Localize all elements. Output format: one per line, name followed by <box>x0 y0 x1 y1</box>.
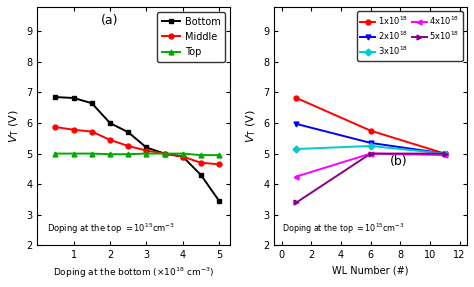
3x10$^{18}$ <box>368 144 374 148</box>
Bottom <box>125 131 131 134</box>
Top <box>89 152 95 155</box>
Y-axis label: $V_{\rm T}$ (V): $V_{\rm T}$ (V) <box>7 109 20 143</box>
Text: (a): (a) <box>101 14 118 27</box>
Text: (b): (b) <box>390 155 408 168</box>
Bottom <box>180 155 186 158</box>
Top <box>216 153 222 157</box>
Line: 2x10$^{18}$: 2x10$^{18}$ <box>294 121 447 156</box>
Line: Middle: Middle <box>53 125 221 167</box>
Middle <box>107 138 113 141</box>
5x10$^{18}$ <box>293 201 299 204</box>
Bottom <box>107 121 113 125</box>
X-axis label: WL Number (#): WL Number (#) <box>332 266 409 276</box>
Top <box>198 153 204 157</box>
4x10$^{18}$ <box>368 152 374 155</box>
5x10$^{18}$ <box>368 152 374 155</box>
Middle <box>180 155 186 158</box>
Top <box>180 152 186 155</box>
Middle <box>53 125 58 129</box>
Middle <box>162 152 167 155</box>
Middle <box>216 162 222 166</box>
Text: Doping at the top $= 10^{15}$cm$^{-3}$: Doping at the top $= 10^{15}$cm$^{-3}$ <box>282 221 404 236</box>
Top <box>144 152 149 155</box>
Text: Doping at the top $=10^{15}$cm$^{-3}$: Doping at the top $=10^{15}$cm$^{-3}$ <box>47 221 175 236</box>
Top <box>53 152 58 155</box>
Middle <box>125 144 131 148</box>
Bottom <box>162 152 167 155</box>
Bottom <box>89 102 95 105</box>
Middle <box>198 161 204 164</box>
Legend: Bottom, Middle, Top: Bottom, Middle, Top <box>157 12 225 62</box>
Top <box>107 152 113 156</box>
Top <box>125 152 131 156</box>
Line: Top: Top <box>53 151 221 158</box>
X-axis label: Doping at the bottom ($\times$10$^{18}$ cm$^{-3}$): Doping at the bottom ($\times$10$^{18}$ … <box>53 266 214 280</box>
2x10$^{18}$ <box>293 122 299 126</box>
Bottom <box>216 199 222 203</box>
Y-axis label: $V_{\rm T}$ (V): $V_{\rm T}$ (V) <box>244 109 257 143</box>
Middle <box>71 128 76 131</box>
4x10$^{18}$ <box>442 153 447 157</box>
Line: 5x10$^{18}$: 5x10$^{18}$ <box>294 151 447 205</box>
1x10$^{18}$ <box>442 152 447 155</box>
3x10$^{18}$ <box>293 147 299 151</box>
Line: 4x10$^{18}$: 4x10$^{18}$ <box>294 151 447 179</box>
Top <box>162 152 167 155</box>
3x10$^{18}$ <box>442 152 447 155</box>
Line: 1x10$^{18}$: 1x10$^{18}$ <box>294 96 447 156</box>
Line: Bottom: Bottom <box>53 95 221 203</box>
Bottom <box>144 146 149 149</box>
Line: 3x10$^{18}$: 3x10$^{18}$ <box>294 144 447 156</box>
2x10$^{18}$ <box>442 152 447 155</box>
Legend: 1x10$^{18}$, 2x10$^{18}$, 3x10$^{18}$, 4x10$^{18}$, 5x10$^{18}$: 1x10$^{18}$, 2x10$^{18}$, 3x10$^{18}$, 4… <box>357 11 463 61</box>
Middle <box>144 149 149 152</box>
4x10$^{18}$ <box>293 175 299 178</box>
Bottom <box>198 173 204 177</box>
1x10$^{18}$ <box>293 96 299 100</box>
Bottom <box>53 95 58 99</box>
1x10$^{18}$ <box>368 129 374 132</box>
Middle <box>89 130 95 133</box>
5x10$^{18}$ <box>442 152 447 155</box>
Bottom <box>71 96 76 100</box>
2x10$^{18}$ <box>368 141 374 145</box>
Top <box>71 152 76 155</box>
